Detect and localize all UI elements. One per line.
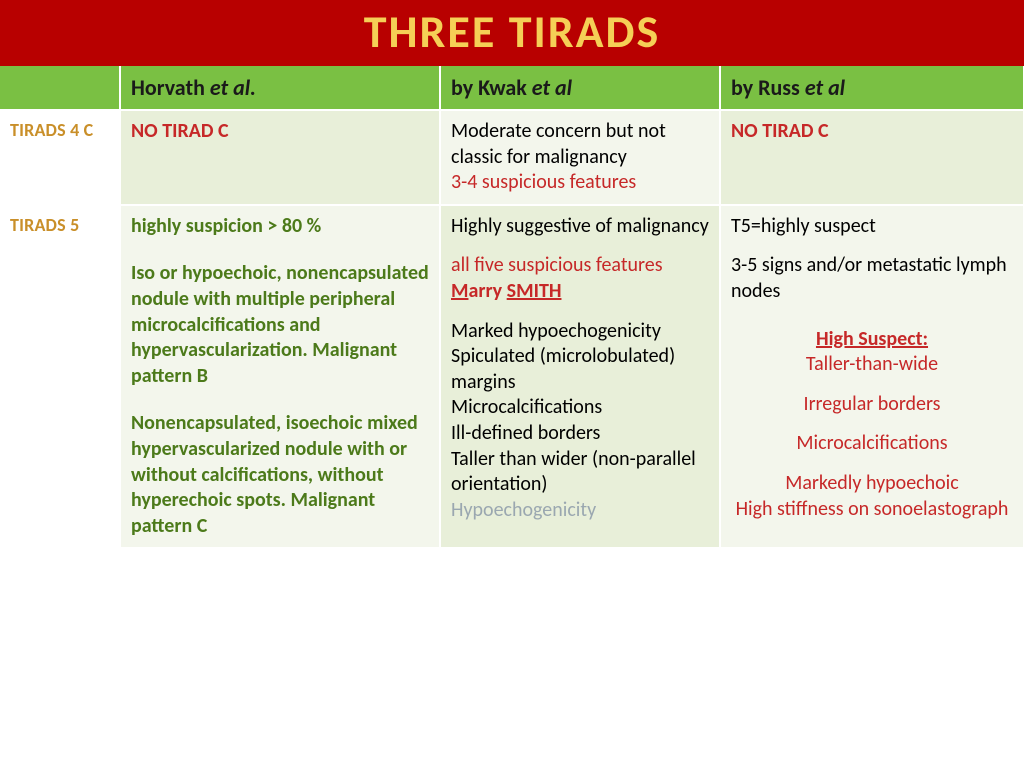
page-title: THREE TIRADS	[0, 4, 1024, 60]
cell-russ-4c: NO TIRAD C	[720, 110, 1024, 205]
header-row: Horvath et al. by Kwak et al by Russ et …	[0, 66, 1024, 110]
cell-kwak-4c: Moderate concern but not classic for mal…	[440, 110, 720, 205]
cell-horvath-5: highly suspicion > 80 % Iso or hypoechoi…	[120, 205, 440, 549]
cell-horvath-4c: NO TIRAD C	[120, 110, 440, 205]
table-row: TIRADS 4 C NO TIRAD C Moderate concern b…	[0, 110, 1024, 205]
header-russ: by Russ et al	[720, 66, 1024, 110]
row-label-5: TIRADS 5	[0, 205, 120, 549]
tirads-table: Horvath et al. by Kwak et al by Russ et …	[0, 66, 1024, 549]
table-row: TIRADS 5 highly suspicion > 80 % Iso or …	[0, 205, 1024, 549]
title-bar: THREE TIRADS	[0, 0, 1024, 66]
header-kwak: by Kwak et al	[440, 66, 720, 110]
row-label-4c: TIRADS 4 C	[0, 110, 120, 205]
cell-russ-5: T5=highly suspect 3-5 signs and/or metas…	[720, 205, 1024, 549]
cell-kwak-5: Highly suggestive of malignancy all five…	[440, 205, 720, 549]
header-blank	[0, 66, 120, 110]
header-horvath: Horvath et al.	[120, 66, 440, 110]
